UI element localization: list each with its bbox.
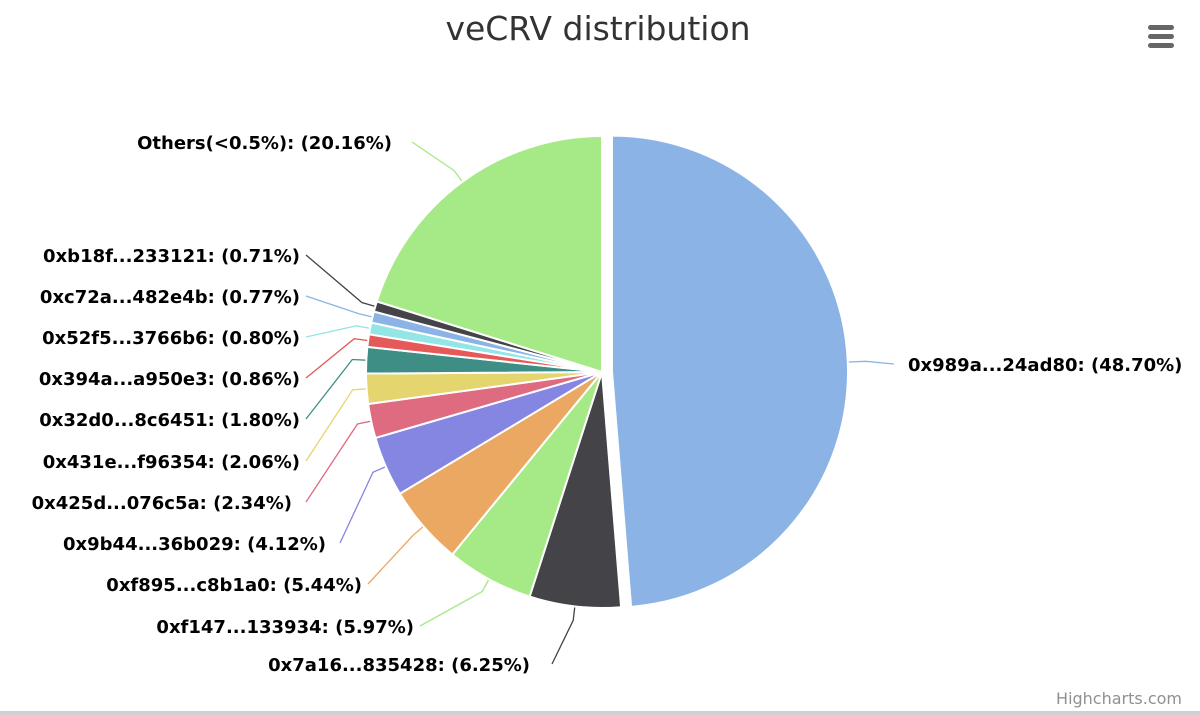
connector-0xf147-133934 — [419, 577, 491, 627]
chart-menu-button[interactable] — [1140, 16, 1180, 56]
pie-slice-0x989a-24ad80[interactable] — [610, 134, 849, 608]
connector-0xc72a-482e4b — [305, 295, 375, 319]
connector-others-0-5 — [411, 141, 465, 184]
slice-label-0x52f5-3766b6: 0x52f5...3766b6: (0.80%) — [42, 328, 300, 349]
chart-title: veCRV distribution — [445, 9, 750, 48]
connector-0x425d-076c5a — [305, 420, 374, 503]
connector-0x7a16-835428 — [551, 604, 576, 665]
slice-label-0x989a-24ad80: 0x989a...24ad80: (48.70%) — [908, 355, 1182, 376]
connector-0x989a-24ad80 — [845, 360, 895, 365]
slice-label-0xf895-c8b1a0: 0xf895...c8b1a0: (5.44%) — [106, 575, 362, 596]
slice-label-0x394a-a950e3: 0x394a...a950e3: (0.86%) — [39, 369, 300, 390]
slice-label-0x9b44-36b029: 0x9b44...36b029: (4.12%) — [63, 534, 326, 555]
slice-label-0x7a16-835428: 0x7a16...835428: (6.25%) — [268, 655, 530, 676]
credits-text: Highcharts.com — [1056, 689, 1182, 708]
hamburger-menu-icon — [1148, 25, 1174, 48]
slice-label-0x32d0-8c6451: 0x32d0...8c6451: (1.80%) — [39, 410, 300, 431]
connector-0x394a-a950e3 — [305, 338, 371, 379]
slice-label-others-0-5: Others(<0.5%): (20.16%) — [137, 133, 392, 154]
pie-slice-others-0-5[interactable] — [375, 135, 603, 373]
connector-0x431e-f96354 — [305, 388, 369, 462]
slice-label-0xc72a-482e4b: 0xc72a...482e4b: (0.77%) — [40, 287, 300, 308]
connector-0xb18f-233121 — [305, 254, 378, 308]
slice-label-0x425d-076c5a: 0x425d...076c5a: (2.34%) — [32, 493, 292, 514]
connector-0xf895-c8b1a0 — [367, 524, 426, 585]
connector-0x32d0-8c6451 — [305, 358, 369, 420]
credits-link[interactable]: Highcharts.com — [1056, 689, 1182, 708]
connector-0x9b44-36b029 — [339, 465, 388, 544]
slice-label-0x431e-f96354: 0x431e...f96354: (2.06%) — [43, 452, 300, 473]
slice-label-0xb18f-233121: 0xb18f...233121: (0.71%) — [43, 246, 300, 267]
connector-0x52f5-3766b6 — [305, 325, 373, 338]
slice-label-0xf147-133934: 0xf147...133934: (5.97%) — [156, 617, 414, 638]
bottom-border — [0, 711, 1200, 715]
